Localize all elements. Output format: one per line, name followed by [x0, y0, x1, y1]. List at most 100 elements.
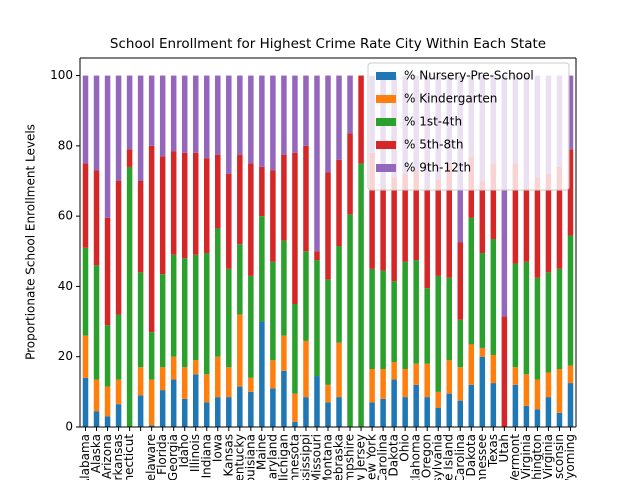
- bar-segment: [126, 166, 133, 427]
- bar-segment: [567, 365, 574, 384]
- bar-segment: [237, 314, 243, 387]
- x-tick-label: Nebraska: [332, 434, 346, 480]
- bar-segment: [490, 383, 497, 427]
- bar-segment: [512, 263, 519, 368]
- bar-segment: [148, 75, 155, 146]
- bar-segment: [413, 363, 419, 385]
- x-tick-label: Maryland: [265, 434, 279, 480]
- bar-segment: [523, 405, 530, 427]
- bar-segment: [104, 325, 111, 387]
- bar-segment: [170, 75, 177, 152]
- bar-segment: [446, 163, 452, 278]
- bar-segment: [115, 404, 122, 427]
- bar-segment: [556, 412, 563, 427]
- bar-segment: [170, 379, 177, 427]
- bar-segment: [137, 75, 144, 181]
- y-tick-label: 20: [58, 349, 73, 363]
- bar-segment: [413, 170, 419, 261]
- bar-segment: [512, 367, 519, 385]
- bar-segment: [281, 335, 287, 371]
- bar-segment: [303, 251, 309, 341]
- bar-segment: [148, 425, 155, 427]
- legend-label: % 1st-4th: [404, 115, 462, 129]
- bar-segment: [115, 379, 122, 405]
- bar-segment: [159, 274, 166, 368]
- x-tick-label: Minnesota: [287, 434, 301, 480]
- bar-segment: [534, 409, 541, 427]
- bar-segment: [490, 354, 497, 384]
- bar-segment: [259, 75, 265, 167]
- bar-segment: [159, 367, 166, 391]
- legend-swatch: [376, 118, 396, 126]
- x-tick-label: South Carolina: [453, 434, 467, 480]
- bar-segment: [292, 304, 298, 394]
- bar-segment: [215, 397, 221, 427]
- bar-segment: [369, 268, 375, 370]
- bar-segment: [303, 397, 309, 427]
- bar-segment: [82, 247, 89, 336]
- bar-segment: [93, 411, 100, 427]
- x-tick-label: Rhode Island: [442, 434, 456, 480]
- bar-segment: [104, 75, 111, 218]
- legend-swatch: [376, 141, 396, 149]
- legend-swatch: [376, 72, 396, 80]
- chart-title: School Enrollment for Highest Crime Rate…: [110, 36, 546, 52]
- bar-segment: [270, 170, 276, 262]
- bar-segment: [204, 253, 210, 375]
- bar-segment: [115, 314, 122, 380]
- bar-segment: [567, 383, 574, 427]
- bar-segment: [270, 388, 276, 427]
- x-tick-label: North Dakota: [387, 434, 401, 480]
- bar-segment: [215, 356, 221, 398]
- bar-segment: [479, 347, 486, 357]
- x-tick-label: New York: [365, 434, 379, 480]
- bar-segment: [380, 369, 386, 399]
- bar-segment: [82, 75, 89, 164]
- bar-segment: [303, 145, 309, 252]
- bar-segment: [347, 75, 353, 134]
- bar-segment: [181, 75, 188, 153]
- bar-segment: [446, 277, 452, 361]
- bar-segment: [424, 189, 430, 289]
- x-tick-label: North Carolina: [376, 434, 390, 480]
- bar-segment: [347, 133, 353, 215]
- bar-segment: [358, 163, 364, 427]
- bar-segment: [446, 360, 452, 394]
- bar-segment: [192, 152, 199, 255]
- bar-segment: [369, 402, 375, 427]
- x-tick-label: South Dakota: [464, 434, 478, 480]
- bar-segment: [369, 152, 375, 269]
- bar-segment: [181, 367, 188, 399]
- bar-segment: [93, 265, 100, 380]
- bar-segment: [259, 166, 265, 217]
- bar-segment: [479, 181, 486, 254]
- bar-segment: [336, 342, 342, 398]
- bar-segment: [545, 173, 552, 273]
- x-tick-label: Oregon: [420, 434, 434, 478]
- y-tick-label: 0: [65, 420, 73, 434]
- bar-segment: [248, 75, 254, 164]
- bar-segment: [204, 75, 210, 159]
- bar-segment: [512, 384, 519, 427]
- x-tick-label: Kansas: [221, 434, 235, 476]
- bar-segment: [501, 75, 508, 317]
- bar-segment: [457, 242, 464, 320]
- x-tick-label: Connecticut: [122, 434, 136, 480]
- bar-segment: [137, 272, 144, 368]
- x-tick-label: Pennsylvania: [431, 434, 445, 480]
- x-tick-label: Alabama: [78, 434, 92, 480]
- bar-segment: [292, 421, 298, 427]
- bar-segment: [82, 163, 89, 248]
- bar-segment: [545, 372, 552, 398]
- bar-segment: [325, 279, 331, 385]
- bar-segment: [358, 75, 364, 164]
- bar-segment: [192, 374, 199, 427]
- bar-segment: [523, 188, 530, 262]
- bar-segment: [148, 145, 155, 333]
- bar-segment: [468, 384, 475, 427]
- bar-segment: [93, 170, 100, 266]
- x-tick-label: Wisconsin: [552, 434, 566, 480]
- bar-segment: [424, 397, 430, 427]
- bar-segment: [479, 356, 486, 427]
- bar-segment: [314, 75, 320, 252]
